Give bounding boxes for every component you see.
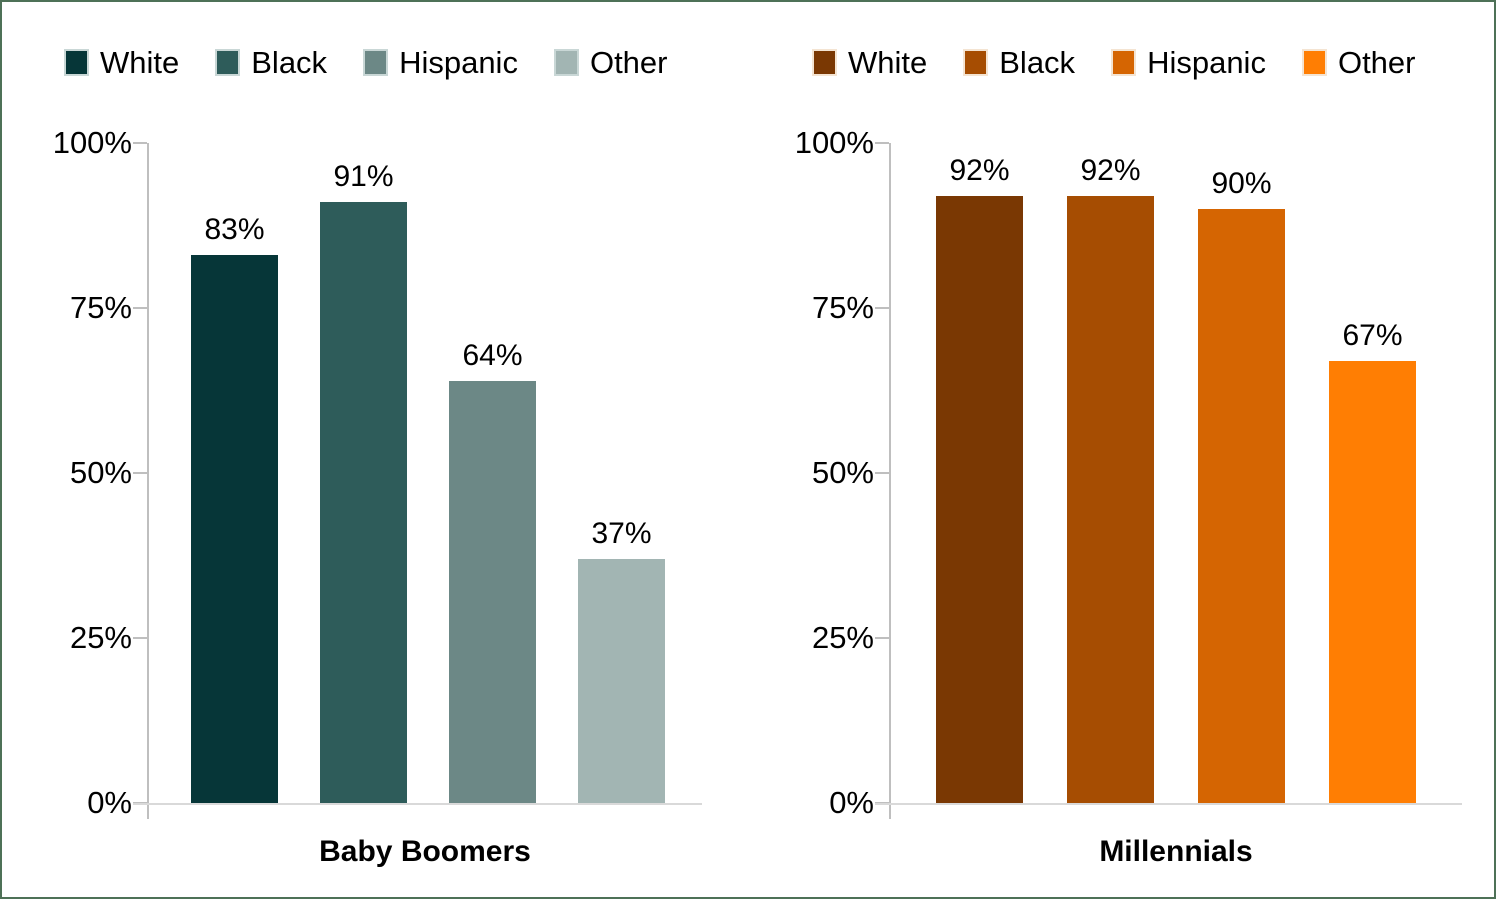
bar-value-label: 37% bbox=[591, 516, 652, 550]
legend-item: Black bbox=[215, 47, 327, 78]
y-tick-label: 0% bbox=[829, 785, 874, 820]
legend-swatch bbox=[553, 49, 579, 76]
bar-value-label: 91% bbox=[333, 160, 394, 194]
y-tick-label: 50% bbox=[69, 455, 132, 490]
bars-group: 92% 92% 90% 67% bbox=[890, 143, 1462, 803]
y-tick-label: 0% bbox=[87, 785, 132, 820]
legend-swatch bbox=[963, 49, 989, 76]
bar-value-label: 92% bbox=[1080, 153, 1141, 187]
legend-item: Hispanic bbox=[1111, 47, 1266, 78]
legend-item: White bbox=[812, 47, 927, 78]
bar-hispanic: 64% bbox=[449, 339, 536, 803]
y-tick-mark bbox=[875, 637, 889, 639]
bar-white: 83% bbox=[191, 213, 278, 803]
y-tick-mark bbox=[133, 307, 147, 309]
bar-value-label: 67% bbox=[1342, 318, 1403, 352]
legend-label: Other bbox=[1337, 45, 1416, 80]
bar-other: 67% bbox=[1329, 319, 1416, 803]
y-axis-line bbox=[889, 143, 891, 819]
bar-other: 37% bbox=[578, 517, 665, 803]
y-tick-label: 75% bbox=[69, 290, 132, 325]
legend: White Black Hispanic Other bbox=[64, 47, 667, 78]
legend-label: Other bbox=[589, 45, 668, 80]
category-label: Millennials bbox=[1099, 835, 1253, 868]
bar-white: 92% bbox=[936, 154, 1023, 803]
legend-label: White bbox=[100, 45, 180, 80]
y-tick-label: 50% bbox=[811, 455, 874, 490]
legend-item: Other bbox=[553, 45, 668, 80]
category-label: Baby Boomers bbox=[319, 835, 531, 868]
legend-item: White bbox=[64, 47, 179, 78]
plot-area: 92% 92% 90% 67% bbox=[875, 142, 1462, 819]
legend: White Black Hispanic Other bbox=[812, 47, 1415, 78]
legend-swatch bbox=[1111, 49, 1137, 76]
legend-item: Black bbox=[963, 47, 1075, 78]
bar-black: 91% bbox=[320, 160, 407, 803]
legend-swatch bbox=[215, 49, 241, 76]
legend-label: Hispanic bbox=[1147, 45, 1266, 80]
y-tick-label: 75% bbox=[811, 290, 874, 325]
bar-value-label: 90% bbox=[1211, 167, 1272, 200]
bar-value-label: 92% bbox=[949, 153, 1010, 187]
legend-swatch bbox=[812, 49, 837, 76]
legend-swatch bbox=[1301, 49, 1327, 76]
y-tick-mark bbox=[133, 637, 147, 639]
y-tick-mark bbox=[875, 307, 889, 309]
legend-item: Hispanic bbox=[363, 47, 518, 78]
y-tick-mark bbox=[875, 142, 889, 144]
legend-item: Other bbox=[1301, 45, 1416, 80]
legend-label: Hispanic bbox=[399, 45, 518, 80]
bar-value-label: 64% bbox=[462, 338, 523, 372]
x-axis-line bbox=[133, 803, 702, 805]
bar-hispanic: 90% bbox=[1198, 167, 1285, 803]
legend-label: Black bbox=[999, 45, 1076, 80]
y-tick-mark bbox=[133, 142, 147, 144]
plot-area: 83% 91% 64% 37% bbox=[133, 142, 702, 819]
x-axis-line bbox=[875, 803, 1462, 805]
legend-swatch bbox=[363, 49, 389, 76]
bar-value-label: 83% bbox=[204, 213, 265, 247]
y-tick-label: 100% bbox=[52, 125, 132, 160]
bars-group: 83% 91% 64% 37% bbox=[148, 143, 702, 803]
bar-black: 92% bbox=[1067, 154, 1154, 803]
y-tick-mark bbox=[133, 472, 147, 474]
legend-swatch bbox=[64, 49, 89, 76]
y-tick-label: 25% bbox=[811, 620, 874, 655]
legend-label: Black bbox=[251, 45, 328, 80]
y-tick-label: 25% bbox=[69, 620, 132, 655]
y-tick-label: 100% bbox=[794, 125, 874, 160]
y-tick-mark bbox=[875, 472, 889, 474]
legend-label: White bbox=[848, 45, 928, 80]
y-axis-line bbox=[147, 143, 149, 819]
